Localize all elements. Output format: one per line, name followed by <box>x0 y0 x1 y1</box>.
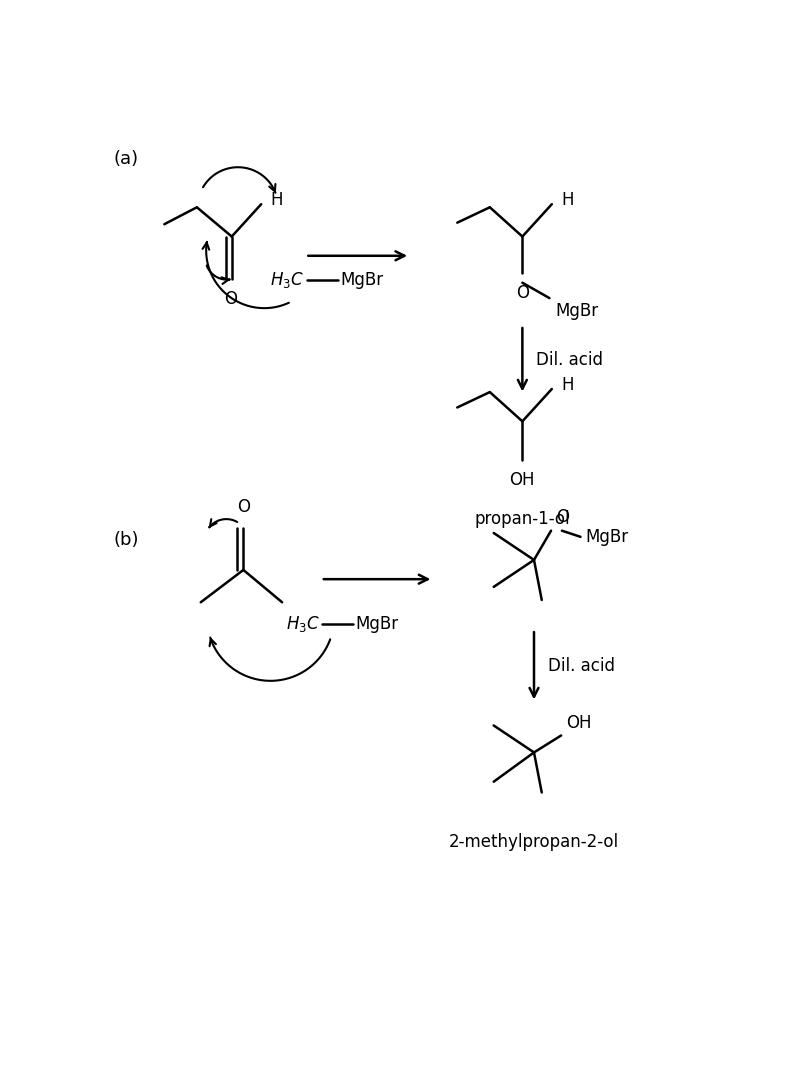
Text: MgBr: MgBr <box>585 527 628 546</box>
Text: O: O <box>556 508 569 526</box>
Text: H: H <box>561 376 574 394</box>
Text: O: O <box>224 289 237 308</box>
Text: O: O <box>237 498 250 517</box>
Text: $H_3C$: $H_3C$ <box>270 271 305 290</box>
Text: O: O <box>516 284 529 301</box>
Text: (b): (b) <box>114 532 139 549</box>
Text: 2-methylpropan-2-ol: 2-methylpropan-2-ol <box>449 833 619 852</box>
Text: Dil. acid: Dil. acid <box>548 657 615 675</box>
Text: propan-1-ol: propan-1-ol <box>474 510 570 527</box>
Text: (a): (a) <box>114 150 139 167</box>
Text: $H_3C$: $H_3C$ <box>286 614 320 633</box>
Text: H: H <box>270 191 283 210</box>
Text: Dil. acid: Dil. acid <box>536 351 603 369</box>
Text: H: H <box>561 191 574 210</box>
Text: OH: OH <box>510 471 535 488</box>
Text: MgBr: MgBr <box>556 302 599 320</box>
Text: OH: OH <box>566 714 591 732</box>
Text: MgBr: MgBr <box>340 272 383 289</box>
Text: MgBr: MgBr <box>356 615 399 633</box>
